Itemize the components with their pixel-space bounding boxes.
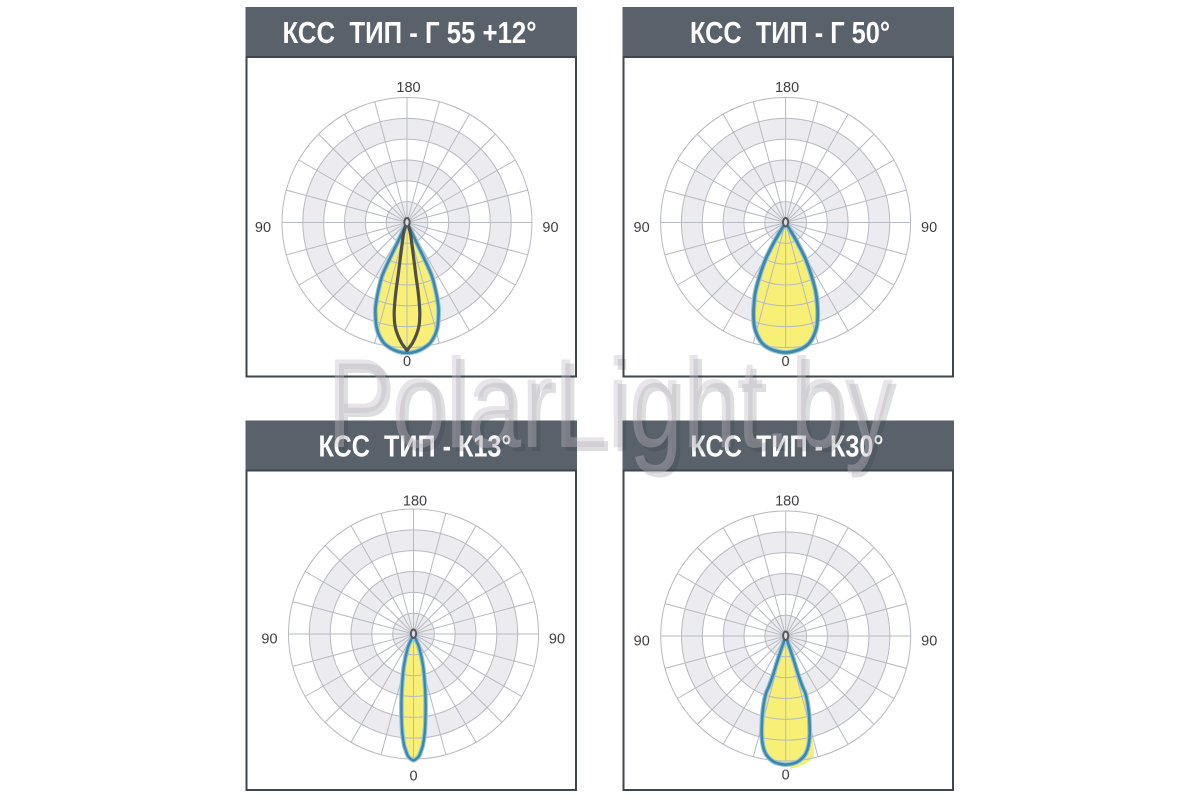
svg-text:180: 180	[403, 494, 427, 510]
svg-text:90: 90	[255, 220, 271, 236]
svg-text:0: 0	[403, 354, 411, 370]
svg-text:90: 90	[921, 220, 937, 236]
svg-text:КСС ТИП - Г 55 +12°: КСС ТИП - Г 55 +12°	[283, 16, 537, 50]
svg-text:180: 180	[775, 80, 799, 96]
svg-text:90: 90	[542, 220, 558, 236]
svg-text:0: 0	[782, 354, 790, 370]
svg-text:КСС ТИП - Г 50°: КСС ТИП - Г 50°	[690, 16, 890, 50]
svg-text:90: 90	[634, 634, 650, 650]
svg-text:90: 90	[634, 220, 650, 236]
svg-text:90: 90	[921, 634, 937, 650]
svg-text:КСС ТИП - К13°: КСС ТИП - К13°	[319, 429, 512, 463]
svg-text:0: 0	[782, 768, 790, 784]
svg-text:180: 180	[396, 80, 420, 96]
svg-text:90: 90	[549, 632, 565, 648]
svg-text:0: 0	[409, 769, 417, 785]
svg-text:КСС ТИП - К30°: КСС ТИП - К30°	[691, 429, 884, 463]
svg-text:90: 90	[261, 632, 277, 648]
svg-text:180: 180	[775, 494, 799, 510]
svg-text:PolarLight.by: PolarLight.by	[327, 333, 893, 475]
svg-text:PolarLight.by: PolarLight.by	[331, 337, 897, 479]
